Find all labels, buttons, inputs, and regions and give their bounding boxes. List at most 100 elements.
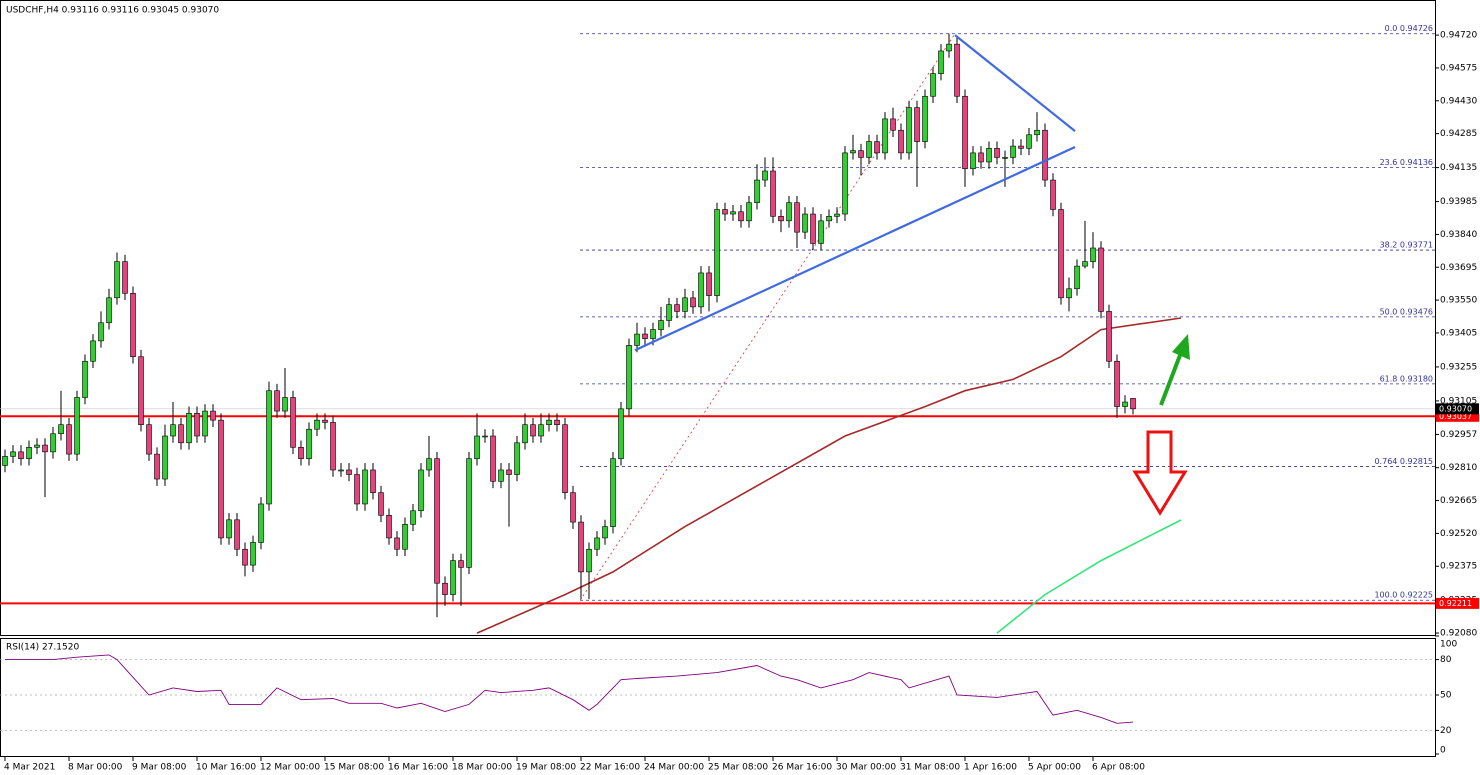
y-tick-label: 0.94575 — [1440, 63, 1477, 73]
x-tick-label: 8 Mar 00:00 — [68, 763, 123, 773]
candle-body — [978, 152, 984, 163]
x-tick-label: 26 Mar 16:00 — [772, 763, 832, 773]
price-tag — [1436, 410, 1479, 422]
last-price-tag — [1436, 403, 1479, 415]
y-tick-label: 0.92810 — [1440, 463, 1477, 473]
candle-body — [298, 447, 304, 459]
candle-body — [866, 141, 872, 158]
candle-body — [698, 272, 704, 308]
candle-body — [1098, 247, 1104, 312]
candle-body — [522, 424, 528, 444]
candle-body — [1010, 145, 1016, 158]
x-tick-label: 30 Mar 00:00 — [836, 763, 896, 773]
candle-body — [42, 444, 48, 453]
candle-body — [122, 261, 128, 294]
candle-body — [114, 261, 120, 299]
y-tick-label: 0.94720 — [1440, 31, 1477, 41]
y-tick-label: 0.93105 — [1440, 396, 1477, 406]
candle-body — [178, 424, 184, 444]
candle-body — [562, 424, 568, 493]
candle-body — [834, 213, 840, 217]
candle-body — [442, 582, 448, 595]
candle-body — [130, 293, 136, 358]
candle-body — [202, 410, 208, 437]
fib-label: 50.0 0.93476 — [1380, 307, 1433, 316]
rsi-line — [5, 654, 1134, 724]
candle-body — [818, 220, 824, 244]
candle-body — [578, 521, 584, 573]
candle-body — [626, 345, 632, 410]
price-tag-label: 0.93037 — [1439, 412, 1472, 421]
arrow-head — [1172, 334, 1190, 360]
y-tick-label: 0.93550 — [1440, 296, 1477, 306]
main-pane — [0, 0, 1436, 636]
x-tick-label: 12 Mar 00:00 — [260, 763, 320, 773]
candle-body — [194, 413, 200, 437]
y-tick-label: 0.92520 — [1440, 529, 1477, 539]
candle-body — [506, 469, 512, 475]
candle-body — [618, 408, 624, 459]
y-tick-label: 0.93840 — [1440, 230, 1477, 240]
red-down-arrow — [1132, 430, 1188, 516]
candle-body — [34, 444, 40, 448]
y-tick-label: 0.93255 — [1440, 362, 1477, 372]
fib-label: 0.0 0.94726 — [1385, 24, 1433, 33]
candle-body — [66, 424, 72, 455]
x-tick-label: 6 Apr 08:00 — [1092, 763, 1145, 773]
candle-body — [370, 469, 376, 493]
candle-body — [210, 410, 216, 421]
candle-body — [18, 451, 24, 459]
candle-body — [434, 458, 440, 584]
x-tick-label: 31 Mar 08:00 — [900, 763, 960, 773]
candle-body — [218, 419, 224, 539]
candle-body — [842, 152, 848, 215]
x-tick-label: 5 Apr 00:00 — [1028, 763, 1081, 773]
candle-body — [1034, 129, 1040, 136]
y-tick-label: 0.94135 — [1440, 163, 1477, 173]
candle-body — [994, 148, 1000, 158]
fib-label: 38.2 0.93771 — [1380, 241, 1433, 250]
candle-body — [514, 442, 520, 475]
candle-body — [1058, 209, 1064, 299]
candle-body — [746, 202, 752, 222]
chart-title: USDCHF,H4 0.93116 0.93116 0.93045 0.9307… — [6, 6, 219, 16]
x-tick-label: 19 Mar 08:00 — [516, 763, 576, 773]
x-tick-label: 18 Mar 00:00 — [452, 763, 512, 773]
candle-body — [354, 474, 360, 505]
x-tick-label: 22 Mar 16:00 — [580, 763, 640, 773]
x-tick-label: 25 Mar 08:00 — [708, 763, 768, 773]
candle-body — [754, 179, 760, 204]
candle-body — [1042, 129, 1048, 181]
candle-body — [322, 419, 328, 423]
candle-body — [266, 390, 272, 505]
candle-body — [874, 141, 880, 154]
candle-body — [450, 560, 456, 595]
candle-body — [338, 469, 344, 472]
fib-label: 23.6 0.94136 — [1380, 158, 1433, 167]
candle-body — [106, 297, 112, 324]
candle-body — [138, 356, 144, 425]
candle-body — [634, 333, 640, 346]
candle-body — [802, 213, 808, 233]
candle-body — [826, 216, 832, 222]
candle-body — [98, 322, 104, 342]
rsi-y-tick-label: 0 — [1440, 746, 1446, 756]
candle-body — [26, 447, 32, 459]
x-tick-label: 1 Apr 16:00 — [964, 763, 1017, 773]
candle-body — [90, 340, 96, 362]
candle-body — [282, 397, 288, 412]
candle-body — [258, 503, 264, 543]
x-tick-label: 16 Mar 16:00 — [388, 763, 448, 773]
candle-body — [1122, 401, 1128, 407]
candle-body — [490, 435, 496, 482]
candle-body — [418, 469, 424, 512]
candle-body — [426, 458, 432, 471]
candle-body — [602, 526, 608, 539]
price-tag-label: 0.92211 — [1439, 599, 1472, 608]
candle-body — [882, 118, 888, 154]
marks: 0.94720 0.94575 0.94430 0.94285 0.94135 0.939… — [0, 24, 1479, 773]
y-tick-label: 0.94430 — [1440, 96, 1477, 106]
fib-label: 0.764 0.92815 — [1374, 457, 1433, 466]
price-tag — [1436, 597, 1479, 609]
y-tick-label: 0.92080 — [1440, 629, 1477, 639]
